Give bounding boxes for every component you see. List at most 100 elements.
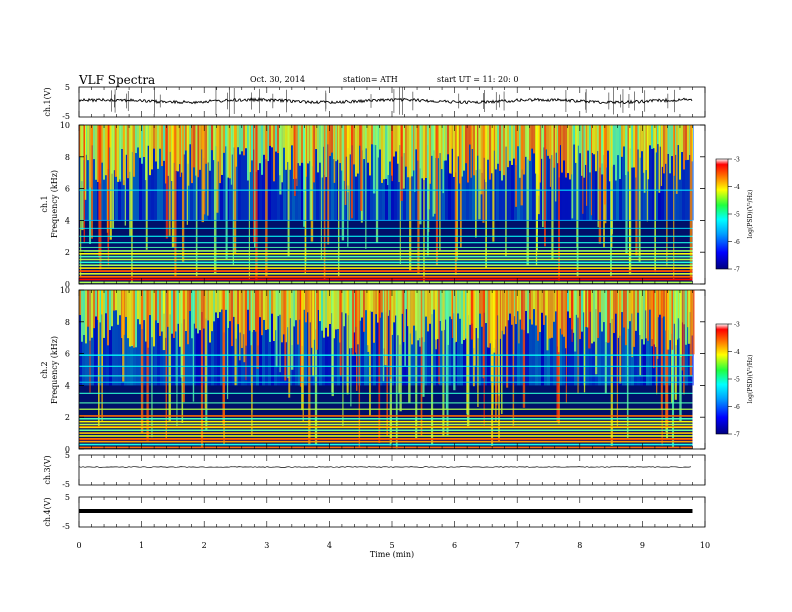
spectrogram-sferic	[232, 125, 235, 266]
spectrogram-sferic	[526, 125, 529, 266]
spectrogram-high-frequency-cell	[191, 290, 193, 339]
spectrogram-noise-band	[586, 290, 589, 386]
spectrogram-sferic	[646, 125, 648, 222]
spectrogram-low-frequency-line	[79, 415, 693, 417]
spectrogram-sferic	[404, 290, 406, 366]
spectrogram-noise-band	[142, 125, 145, 221]
spectrogram-high-frequency-cell	[155, 290, 157, 321]
spectrogram-high-frequency-cell	[121, 290, 123, 339]
spectrogram-sferic	[81, 125, 84, 231]
spectrogram-high-frequency-cell	[669, 290, 671, 341]
spectrogram-high-frequency-cell	[217, 290, 219, 319]
spectrogram-high-frequency-cell	[535, 290, 537, 326]
spectrogram-high-frequency-cell	[283, 290, 285, 335]
spectrogram-high-frequency-cell	[371, 290, 373, 312]
spectrogram-high-frequency-cell	[299, 125, 301, 166]
spectrogram-high-frequency-cell	[99, 290, 101, 323]
spectrogram-high-frequency-cell	[503, 290, 505, 335]
ch4-waveform-panel: 5 -5 ch.4(V)	[43, 493, 706, 531]
spectrogram-sferic	[576, 125, 579, 278]
spectrogram-low-frequency-line	[79, 278, 693, 281]
spectrogram-high-frequency-cell	[305, 290, 307, 323]
spectrogram-sferic	[80, 125, 82, 277]
spectrogram-high-frequency-cell	[413, 125, 415, 171]
spectrogram-sferic	[279, 125, 282, 195]
spectrogram-noise-band	[508, 290, 511, 386]
x-tick-label: 7	[515, 541, 520, 550]
spectrogram-sferic	[288, 290, 291, 398]
spectrogram-high-frequency-cell	[283, 125, 285, 148]
spectrogram-sferic	[656, 290, 658, 395]
spectrogram-noise-band	[319, 125, 322, 221]
spectrogram-noise-band	[388, 290, 391, 386]
spectrogram-high-frequency-cell	[143, 290, 145, 321]
x-tick-label: 6	[452, 541, 457, 550]
spectrogram-noise-band	[673, 290, 676, 386]
spectrogram-high-frequency-cell	[317, 290, 319, 311]
spectrogram-sferic	[577, 290, 579, 394]
spectrogram-noise-band	[433, 290, 436, 386]
spectrogram-low-frequency-line	[79, 270, 693, 272]
spectrogram-noise-band	[661, 125, 664, 221]
spectrogram-noise-band	[304, 290, 307, 386]
spectrogram-high-frequency-cell	[581, 125, 583, 176]
spectrogram-high-frequency-cell	[161, 290, 163, 332]
spectrogram-noise-band	[370, 290, 373, 386]
spectrogram-noise-band	[262, 125, 265, 221]
spectrogram-high-frequency-cell	[643, 290, 645, 345]
spectrogram-noise-band	[658, 290, 661, 386]
spectrogram-sferic	[250, 290, 253, 346]
spectrogram-sferic	[265, 125, 268, 277]
spectrogram-sferic	[512, 290, 515, 426]
spectrogram-high-frequency-cell	[319, 290, 321, 322]
spectrogram-sferic	[296, 125, 298, 187]
spectrogram-sferic	[195, 125, 198, 278]
spectrogram-high-frequency-cell	[187, 290, 189, 345]
x-tick-label: 9	[640, 541, 645, 550]
spectrogram-sferic	[203, 125, 206, 215]
spectrogram-sferic	[323, 125, 326, 280]
spectrogram-high-frequency-cell	[613, 290, 615, 333]
spectrogram-sferic	[582, 125, 584, 214]
spectrogram-high-frequency-cell	[485, 290, 487, 324]
spectrogram-noise-band	[274, 290, 277, 386]
spectrogram-sferic	[638, 125, 641, 262]
spectrogram-noise-band	[193, 290, 196, 386]
spectrogram-sferic	[383, 290, 387, 365]
spectrogram-band	[79, 235, 693, 237]
spectrogram-noise-band	[532, 290, 535, 386]
spectrogram-noise-band	[559, 125, 562, 221]
spectrogram-high-frequency-cell	[139, 125, 141, 158]
spectrogram-high-frequency-cell	[207, 290, 209, 321]
spectrogram-high-frequency-cell	[173, 290, 175, 338]
spectrogram-noise-band	[154, 125, 157, 221]
ch3-ytick-top: 5	[65, 451, 70, 460]
spectrogram-high-frequency-cell	[531, 290, 533, 325]
spectrogram-noise-band	[478, 290, 481, 386]
spectrogram-high-frequency-cell	[569, 290, 571, 318]
spectrogram-high-frequency-cell	[303, 290, 305, 310]
spectrogram-high-frequency-cell	[565, 125, 567, 178]
spectrogram-high-frequency-cell	[567, 125, 569, 174]
spectrogram-noise-band	[235, 125, 238, 221]
spectrogram-noise-band	[154, 290, 157, 386]
spectrogram-sferic	[666, 290, 670, 350]
spectrogram-sferic	[140, 290, 144, 434]
spectrogram-high-frequency-cell	[105, 125, 107, 176]
spectrogram-high-frequency-cell	[597, 290, 599, 338]
spectrogram-high-frequency-cell	[487, 125, 489, 160]
spectrogram-sferic	[585, 125, 588, 206]
spectrogram-noise-band	[142, 290, 145, 386]
spectrogram-sferic	[408, 290, 411, 403]
spectrogram-high-frequency-cell	[159, 125, 161, 149]
spectrogram-band	[79, 402, 693, 404]
spectrogram-sferic	[253, 125, 256, 248]
spectrogram-noise-band	[406, 290, 409, 386]
spectrogram-high-frequency-cell	[211, 125, 213, 151]
spectrogram-sferic	[327, 125, 330, 245]
spectrogram-high-frequency-cell	[273, 290, 275, 341]
spectrogram-sferic	[610, 290, 613, 446]
spectrogram-noise-band	[175, 125, 178, 221]
spectrogram-noise-band	[337, 290, 340, 386]
spectrogram-high-frequency-cell	[101, 125, 103, 163]
